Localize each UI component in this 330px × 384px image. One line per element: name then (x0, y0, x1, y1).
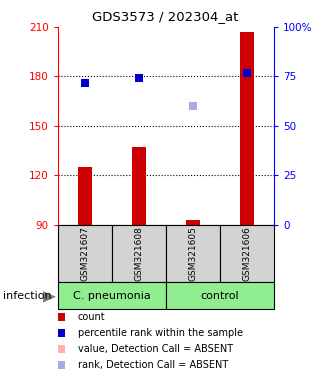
Text: GSM321606: GSM321606 (242, 226, 251, 281)
Bar (112, 225, 166, 282)
Bar (166, 282, 274, 309)
Point (244, 70, 249, 76)
Text: GSM321608: GSM321608 (134, 226, 143, 281)
Text: rank, Detection Call = ABSENT: rank, Detection Call = ABSENT (78, 360, 228, 370)
Bar (58, 225, 112, 282)
Point (190, 103, 195, 109)
Polygon shape (43, 291, 56, 303)
Text: GDS3573 / 202304_at: GDS3573 / 202304_at (92, 10, 238, 23)
Text: percentile rank within the sample: percentile rank within the sample (78, 328, 243, 338)
Text: GSM321605: GSM321605 (188, 226, 197, 281)
Text: control: control (201, 291, 239, 301)
Bar (132, 147, 146, 225)
Point (136, 75, 142, 81)
Text: infection: infection (3, 291, 52, 301)
Text: C. pneumonia: C. pneumonia (73, 291, 151, 301)
Bar (220, 225, 274, 282)
Bar (240, 32, 254, 225)
Bar (78, 167, 91, 225)
Text: GSM321607: GSM321607 (80, 226, 89, 281)
Bar (166, 225, 220, 282)
Text: count: count (78, 312, 105, 322)
Point (190, 103, 195, 109)
Bar (186, 220, 200, 225)
Bar (58, 282, 166, 309)
Point (82, 80, 87, 86)
Text: value, Detection Call = ABSENT: value, Detection Call = ABSENT (78, 344, 233, 354)
